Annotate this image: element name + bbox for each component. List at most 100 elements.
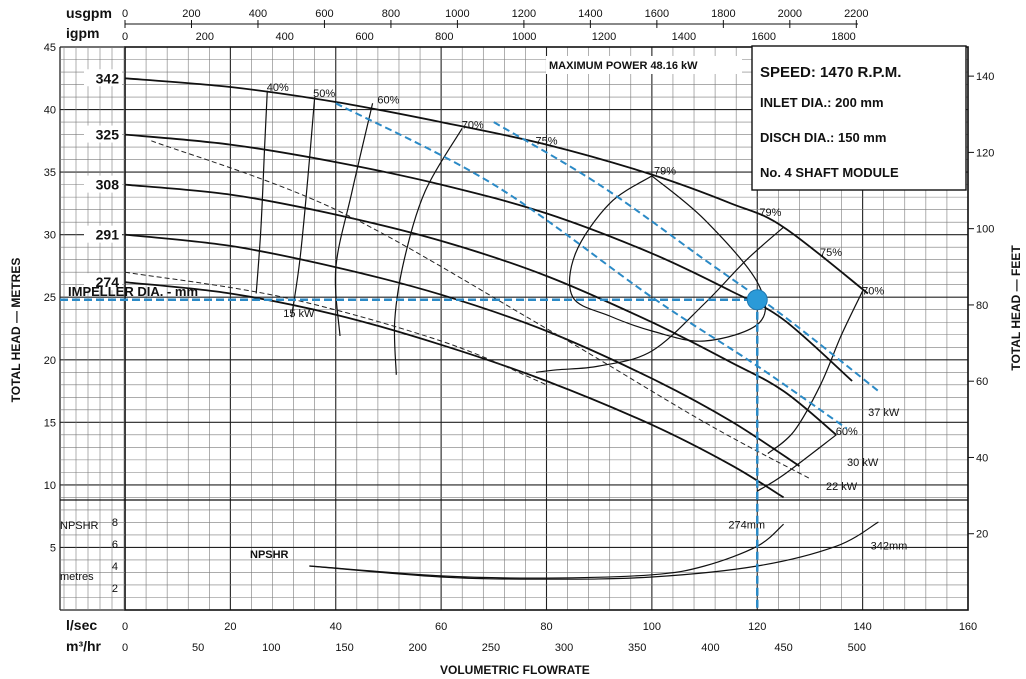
y-tick-metres: 35 [44, 167, 56, 179]
efficiency-label: 40% [267, 82, 289, 94]
x-tick-usgpm: 0 [122, 8, 128, 20]
power-label: 15 kW [283, 308, 315, 320]
impeller-dia-label: IMPELLER DIA. - mm [68, 284, 198, 299]
y-tick-feet: 100 [976, 224, 994, 236]
efficiency-label: 75% [820, 247, 842, 259]
x-tick-m3hr: 100 [262, 642, 280, 654]
x-tick-igpm: 600 [355, 31, 373, 43]
x-tick-lsec: 40 [330, 621, 342, 633]
npshr-axis-label: NPSHR [60, 520, 99, 532]
x-tick-m3hr: 400 [701, 642, 719, 654]
efficiency-line [756, 434, 837, 492]
y-tick-feet: 40 [976, 452, 988, 464]
npshr-impeller-label: 274mm [728, 520, 765, 532]
efficiency-line [535, 226, 784, 373]
npshr-area: 274mm 342mm [60, 499, 968, 580]
y-tick-feet: 60 [976, 376, 988, 388]
usgpm-unit: usgpm [66, 5, 112, 21]
y-axis-right-title: TOTAL HEAD — FEET [1009, 245, 1023, 371]
impeller-curves: 342 325 308 291 274 [84, 69, 869, 499]
x-tick-igpm: 0 [122, 31, 128, 43]
x-tick-m3hr: 50 [192, 642, 204, 654]
impeller-label-bg [84, 69, 122, 87]
efficiency-label: 70% [462, 119, 484, 131]
info-box: SPEED: 1470 R.P.M. INLET DIA.: 200 mm DI… [751, 45, 967, 191]
disch-label: DISCH DIA.: 150 mm [760, 130, 886, 145]
x-tick-usgpm: 600 [315, 8, 333, 20]
x-tick-igpm: 400 [276, 31, 294, 43]
efficiency-line [568, 175, 766, 342]
x-tick-igpm: 1800 [831, 31, 855, 43]
impeller-label-342: 342 [96, 70, 120, 86]
efficiency-label: 70% [862, 286, 884, 298]
x-tick-m3hr: 500 [848, 642, 866, 654]
npshr-tick: 8 [112, 517, 118, 529]
impeller-curve-342 [124, 77, 869, 295]
x-tick-m3hr: 250 [482, 642, 500, 654]
igpm-unit: igpm [66, 25, 99, 41]
x-axis-title: VOLUMETRIC FLOWRATE [440, 663, 590, 677]
power-label: 37 kW [868, 407, 900, 419]
x-tick-lsec: 80 [540, 621, 552, 633]
npshr-curve-274mm [309, 523, 784, 579]
efficiency-line [290, 96, 316, 318]
npshr-tick: 6 [112, 539, 118, 551]
x-tick-igpm: 1200 [592, 31, 616, 43]
x-tick-lsec: 120 [748, 621, 766, 633]
inlet-label: INLET DIA.: 200 mm [760, 95, 884, 110]
x-tick-usgpm: 1800 [711, 8, 735, 20]
x-tick-lsec: 140 [853, 621, 871, 633]
y-tick-metres: 25 [44, 292, 56, 304]
max-power-box: MAXIMUM POWER 48.16 kW [546, 56, 742, 74]
impeller-curve-274 [124, 281, 785, 499]
x-tick-lsec: 0 [122, 621, 128, 633]
impeller-label-bg [84, 225, 122, 243]
impeller-label-bg [84, 175, 122, 193]
npshr-impeller-label: 342mm [871, 541, 908, 553]
operating-point-guides [60, 289, 768, 610]
y-tick-feet: 120 [976, 147, 994, 159]
x-tick-usgpm: 1200 [512, 8, 536, 20]
efficiency-line [255, 90, 268, 294]
power-line [335, 102, 848, 430]
npshr-curve-label: NPSHR [250, 549, 289, 561]
y-tick-metres: 40 [44, 105, 56, 117]
grid [59, 46, 969, 611]
x-tick-usgpm: 1400 [578, 8, 602, 20]
y-axis-left-title: TOTAL HEAD — METRES [9, 258, 23, 403]
power-label: 22 kW [826, 481, 858, 493]
efficiency-label: 75% [535, 136, 557, 148]
power-line [124, 271, 547, 386]
speed-label: SPEED: 1470 R.P.M. [760, 64, 901, 81]
efficiency-line [767, 290, 864, 455]
x-tick-usgpm: 800 [382, 8, 400, 20]
x-tick-usgpm: 200 [182, 8, 200, 20]
y-tick-feet: 140 [976, 71, 994, 83]
x-tick-m3hr: 150 [335, 642, 353, 654]
x-tick-igpm: 800 [435, 31, 453, 43]
x-tick-m3hr: 200 [409, 642, 427, 654]
impeller-curve-291 [124, 233, 800, 467]
x-tick-igpm: 1400 [672, 31, 696, 43]
x-tick-usgpm: 1600 [645, 8, 669, 20]
x-tick-lsec: 160 [959, 621, 977, 633]
efficiency-label: 60% [836, 426, 858, 438]
x-tick-usgpm: 1000 [445, 8, 469, 20]
power-line [151, 140, 811, 480]
impeller-label-274: 274 [96, 274, 120, 290]
module-label: No. 4 SHAFT MODULE [760, 165, 899, 180]
y-tick-metres: 30 [44, 230, 56, 242]
efficiency-line [393, 127, 463, 375]
impeller-label-291: 291 [96, 227, 120, 243]
y-tick-metres: 5 [50, 542, 56, 554]
x-tick-lsec: 20 [224, 621, 236, 633]
npshr-tick: 2 [112, 583, 118, 595]
x-tick-usgpm: 400 [249, 8, 267, 20]
operating-point [746, 289, 768, 311]
y-tick-feet: 80 [976, 300, 988, 312]
power-line [493, 121, 880, 392]
x-tick-igpm: 1000 [512, 31, 536, 43]
x-tick-igpm: 1600 [751, 31, 775, 43]
x-tick-m3hr: 300 [555, 642, 573, 654]
